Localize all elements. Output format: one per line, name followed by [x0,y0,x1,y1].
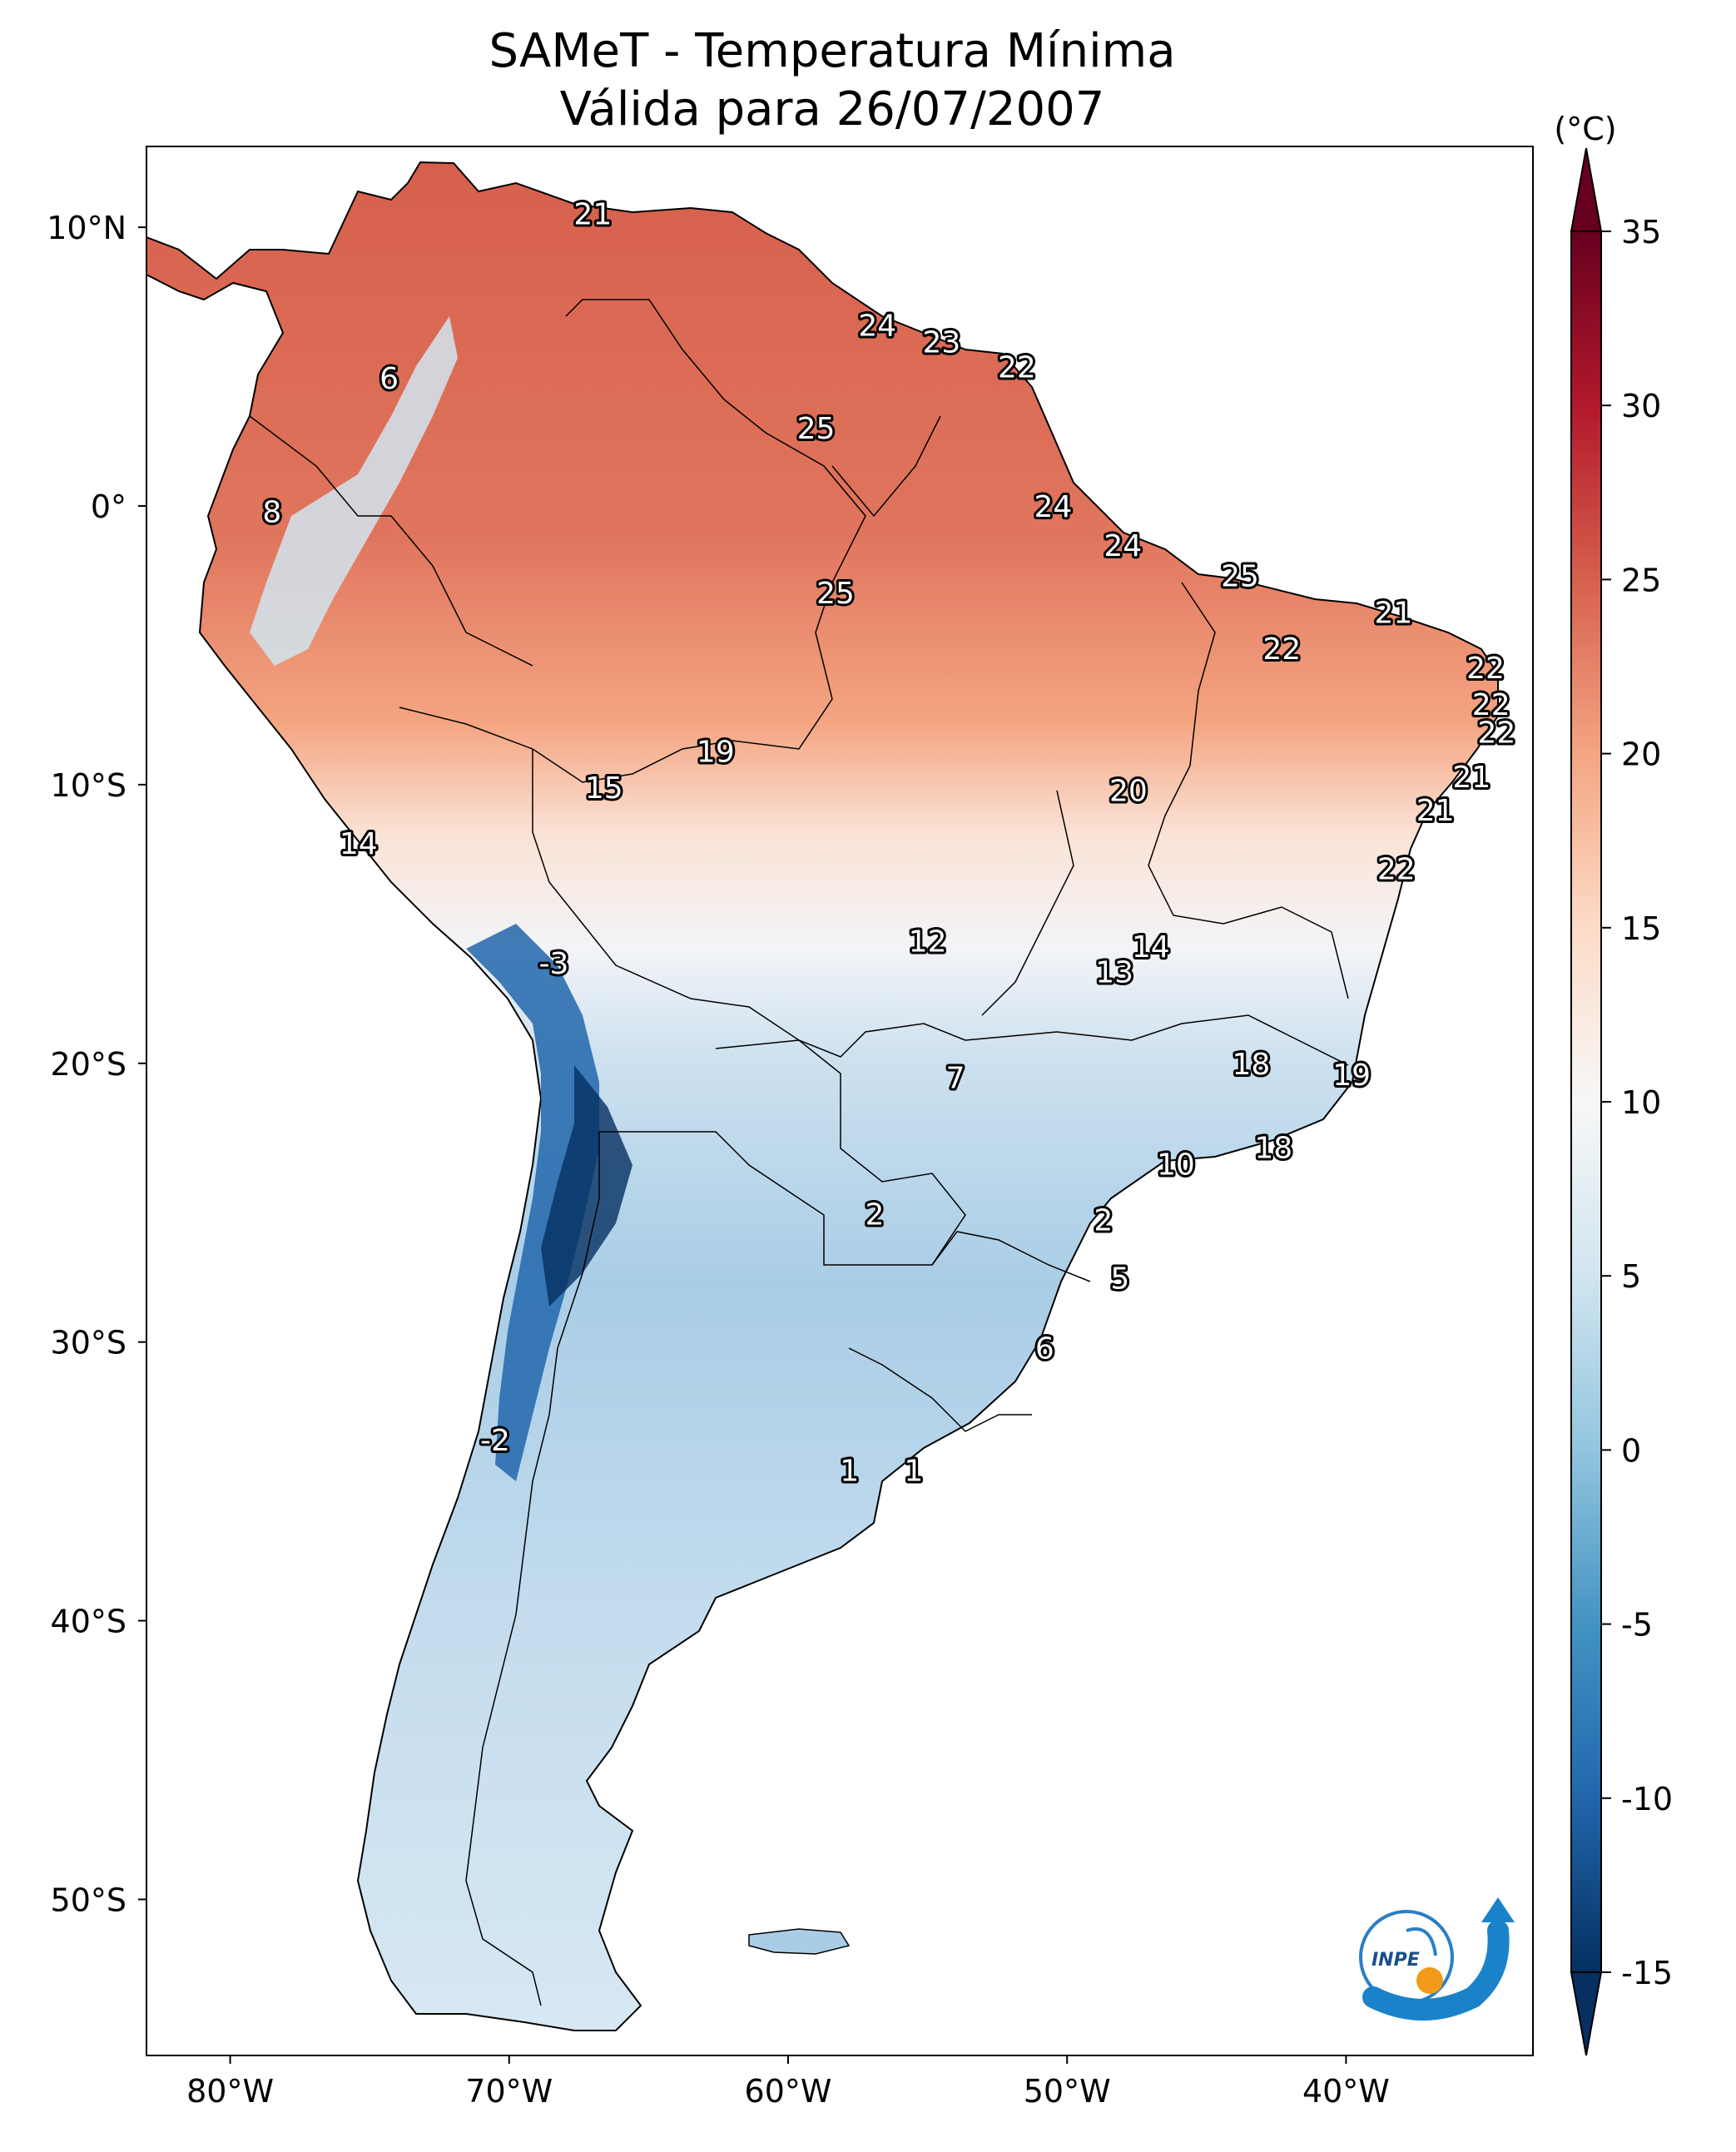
temperature-value: 24 [858,309,896,343]
colorbar: (°C) 35 30 25 20 15 10 5 0 -5 -10 -15 [1554,111,1673,2056]
lat-label: 20°S [51,1046,126,1083]
colorbar-tick-label: 30 [1621,388,1661,424]
lat-label: 10°S [51,767,126,804]
temperature-value: 22 [1478,716,1516,750]
temperature-value: 10 [1157,1148,1195,1182]
inpe-logo-text: INPE [1371,1950,1420,1971]
map-frame [146,146,1534,2056]
colorbar-ticks: 35 30 25 20 15 10 5 0 -5 -10 -15 [1601,214,1673,1991]
temperature-value: 8 [262,496,281,530]
map-layers [146,161,1499,2031]
temperature-value: 20 [1109,775,1148,809]
temperature-value: 24 [1104,529,1142,563]
temperature-value: 21 [573,197,612,231]
lat-label: 0° [91,488,126,525]
colorbar-tick-label: -10 [1621,1781,1673,1817]
temperature-value: 23 [922,325,960,359]
temperature-value: 21 [1374,596,1412,630]
colorbar-tick-label: 10 [1621,1084,1661,1121]
temperature-value: -2 [480,1424,510,1458]
temperature-value: 19 [1332,1059,1371,1093]
temperature-value: 5 [1110,1262,1129,1297]
temperature-value: 7 [946,1062,965,1096]
temperature-value: 22 [998,351,1036,385]
lat-label: 10°N [47,210,126,246]
lat-label: 50°S [51,1882,126,1918]
latitude-axis: 10°N 0° 10°S 20°S 30°S 40°S 50°S [47,210,146,1918]
lon-label: 50°W [1024,2073,1111,2110]
temperature-value: 18 [1233,1048,1271,1082]
colorbar-tick-label: 25 [1621,562,1661,598]
title-line-2: Válida para 26/07/2007 [560,82,1105,136]
temperature-value: 22 [1466,652,1505,686]
south-america-land [146,161,1499,2031]
country-borders [249,299,1349,2006]
colorbar-max-arrow [1570,147,1603,232]
colorbar-min-arrow [1570,1971,1603,2056]
temperature-value: 25 [816,577,855,611]
temperature-value: 24 [1034,490,1073,524]
lon-label: 80°W [186,2073,274,2110]
temperature-value: 1 [904,1455,923,1489]
longitude-axis: 80°W 70°W 60°W 50°W 40°W [186,2055,1390,2110]
colorbar-tick-label: 35 [1621,214,1661,250]
colorbar-tick-label: -15 [1621,1955,1673,1991]
lat-label: 40°S [51,1604,126,1640]
inpe-logo: INPE [1359,1897,1515,2021]
title-line-1: SAMeT - Temperatura Mínima [489,24,1175,78]
temperature-value: 6 [379,362,399,396]
temperature-value: 25 [1221,560,1259,594]
temperature-value: 2 [1094,1203,1113,1237]
temperature-value: 22 [1262,632,1301,667]
lon-label: 40°W [1302,2073,1390,2110]
temperature-value: 6 [1035,1331,1054,1366]
lon-label: 60°W [745,2073,832,2110]
temperature-value: 22 [1472,688,1510,722]
temperature-value: 21 [1416,794,1455,828]
colorbar-tick-label: -5 [1621,1607,1653,1644]
temperature-value: 2 [865,1198,884,1232]
temperature-value: 15 [585,771,623,806]
temperature-value: 22 [1377,852,1416,886]
temperature-value: 21 [1452,761,1490,795]
colorbar-tick-label: 5 [1621,1258,1641,1295]
colorbar-scale [1570,231,1602,1973]
colorbar-tick-label: 20 [1621,736,1661,773]
colorbar-tick-label: 15 [1621,910,1661,947]
temperature-value: 14 [340,827,378,861]
lon-label: 70°W [465,2073,553,2110]
temperature-value: 25 [797,412,836,446]
temperature-value: -3 [538,947,568,981]
temperature-value: 19 [697,736,735,770]
map-panel [146,146,1534,2056]
colorbar-unit: (°C) [1554,111,1616,147]
andes-cold-band [466,924,599,1481]
temperature-value: 12 [909,925,947,959]
colorbar-tick-label: 0 [1621,1432,1641,1469]
lat-label: 30°S [51,1325,126,1361]
andes-core [541,1065,632,1307]
temperature-value: 14 [1132,930,1170,964]
temperature-value: 18 [1254,1131,1292,1165]
temperature-value: 13 [1095,955,1133,989]
temperature-value: 1 [840,1455,859,1489]
falkland-islands [748,1928,851,1955]
northern-andes [250,316,458,666]
